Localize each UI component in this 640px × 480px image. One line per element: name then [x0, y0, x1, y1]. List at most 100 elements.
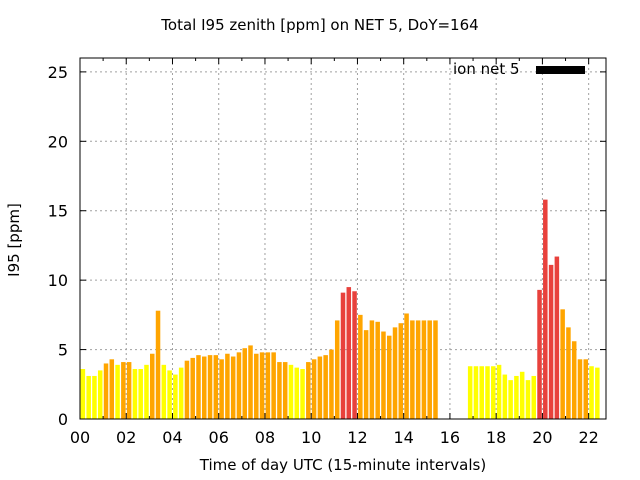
bar [589, 366, 594, 419]
bar [525, 380, 531, 419]
bar [149, 353, 155, 419]
bar [560, 309, 565, 419]
x-tick-label: 16 [440, 428, 460, 447]
bar [363, 330, 369, 419]
bar [242, 348, 247, 419]
bar [138, 369, 143, 419]
bar [537, 289, 542, 419]
bar [126, 362, 132, 419]
bar [97, 370, 103, 419]
bar [531, 375, 537, 419]
bar [329, 349, 334, 419]
bar [595, 367, 600, 419]
bar [178, 367, 184, 419]
bar [381, 331, 386, 419]
bar [323, 355, 328, 419]
bar [433, 320, 438, 419]
bar [230, 356, 236, 419]
y-tick-label: 15 [48, 202, 68, 221]
bar [386, 335, 392, 419]
bar [161, 364, 167, 419]
x-tick-label: 10 [301, 428, 321, 447]
bar [427, 320, 432, 419]
bar [577, 359, 583, 419]
bar [167, 370, 172, 419]
x-tick-label: 14 [394, 428, 414, 447]
bar [583, 359, 589, 419]
bar [467, 366, 473, 419]
x-tick-label: 02 [116, 428, 136, 447]
bar [334, 320, 340, 419]
bar [392, 327, 398, 419]
bar [311, 359, 317, 419]
bar [358, 314, 363, 419]
bar [109, 359, 115, 419]
bar [548, 264, 554, 419]
bar [213, 355, 219, 419]
bar [173, 374, 178, 419]
plot-frame [79, 57, 607, 420]
bar [421, 320, 427, 419]
x-tick-label: 18 [486, 428, 506, 447]
y-tick-label: 20 [48, 132, 68, 151]
chart-title: Total I95 zenith [ppm] on NET 5, DoY=164 [161, 16, 479, 34]
bar [155, 310, 161, 419]
bar [554, 256, 560, 419]
x-axis-label: Time of day UTC (15-minute intervals) [199, 456, 487, 474]
bar [496, 364, 502, 419]
bar [115, 364, 120, 419]
bar [491, 366, 496, 419]
bar [415, 320, 421, 419]
bar [248, 345, 253, 419]
bar [259, 352, 265, 419]
bar [375, 321, 380, 419]
bar [340, 292, 346, 419]
y-tick-label: 5 [58, 341, 68, 360]
bar [369, 320, 375, 419]
x-tick-label: 22 [578, 428, 598, 447]
grid-lines [80, 58, 606, 419]
y-axis-label: I95 [ppm] [5, 203, 23, 277]
x-tick-labels: 00 02 04 06 08 10 12 14 16 18 20 22 [70, 428, 599, 447]
bar [571, 341, 577, 419]
x-tick-label: 04 [162, 428, 182, 447]
bar [132, 369, 138, 419]
bar [294, 367, 300, 419]
bars [80, 199, 600, 419]
bar [202, 356, 207, 419]
bar [121, 362, 126, 419]
bar [479, 366, 484, 419]
bar [207, 355, 213, 419]
bar [306, 362, 311, 419]
bar [502, 374, 508, 419]
bar [288, 364, 294, 419]
legend-label: ion net 5 [453, 60, 520, 78]
bar [543, 199, 548, 419]
bar [92, 375, 97, 419]
bar [144, 364, 149, 419]
x-tick-label: 06 [209, 428, 229, 447]
bar [265, 352, 271, 419]
bar [519, 371, 525, 419]
y-tick-labels: 0 5 10 15 20 25 [48, 63, 68, 429]
bar [219, 359, 224, 419]
bar [86, 375, 91, 419]
y-tick-label: 10 [48, 271, 68, 290]
bar [352, 291, 357, 419]
bar [514, 375, 519, 419]
y-tick-label: 0 [58, 410, 68, 429]
bar [566, 327, 571, 419]
bar [485, 366, 490, 419]
bar [317, 356, 323, 419]
bar [404, 313, 409, 419]
bar [184, 360, 190, 419]
bar [410, 320, 415, 419]
bar [271, 352, 276, 419]
bar [346, 287, 352, 419]
x-tick-label: 08 [255, 428, 275, 447]
bar [398, 323, 404, 419]
x-tick-label: 12 [347, 428, 367, 447]
bar [300, 369, 305, 419]
bar [80, 369, 86, 419]
